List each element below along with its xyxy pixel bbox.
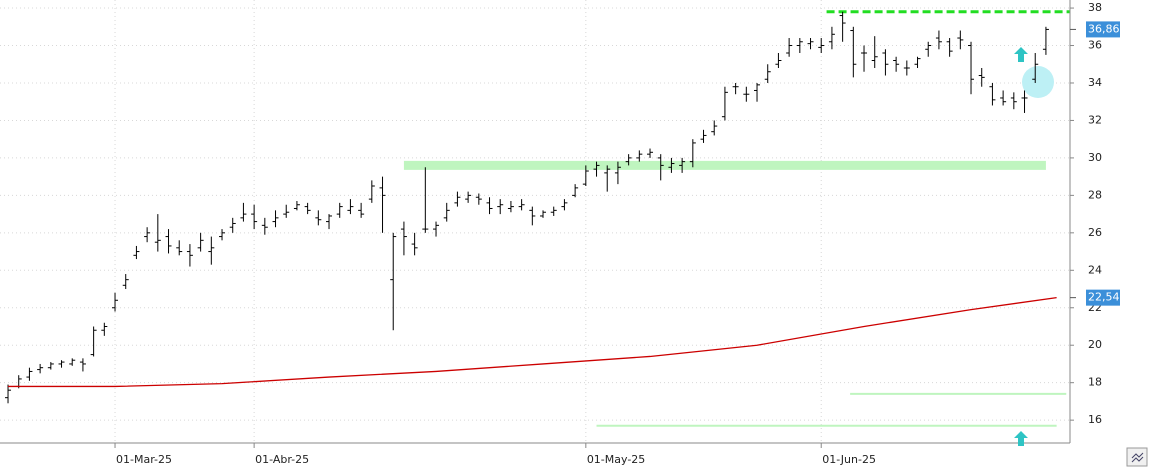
scroll-icon [1131, 452, 1144, 463]
y-tick-label: 32 [1088, 113, 1102, 126]
y-tick-label: 18 [1088, 376, 1102, 389]
last-label-box [1086, 21, 1120, 38]
arrow-up [1014, 47, 1028, 62]
y-tick-label: 34 [1088, 76, 1102, 89]
y-tick-label: 16 [1088, 413, 1102, 426]
x-tick-label: 01-Mar-25 [116, 453, 172, 466]
y-tick-label: 38 [1088, 1, 1102, 14]
y-tick-label: 30 [1088, 151, 1102, 164]
last-label-box [1086, 289, 1120, 306]
x-tick-label: 01-May-25 [587, 453, 645, 466]
last-label: 36,86 [1088, 22, 1120, 35]
x-tick-label: 01-Jun-25 [822, 453, 876, 466]
y-tick-label: 28 [1088, 188, 1102, 201]
y-tick-label: 36 [1088, 39, 1102, 52]
arrow-up [1014, 431, 1028, 446]
y-tick-label: 20 [1088, 338, 1102, 351]
y-tick-label: 26 [1088, 226, 1102, 239]
moving-average [8, 297, 1057, 388]
last-label: 22,54 [1088, 291, 1120, 304]
x-tick-label: 01-Abr-25 [255, 453, 309, 466]
y-tick-label: 24 [1088, 263, 1102, 276]
highlight-circle [1022, 66, 1054, 98]
scroll-button[interactable] [1126, 447, 1148, 467]
